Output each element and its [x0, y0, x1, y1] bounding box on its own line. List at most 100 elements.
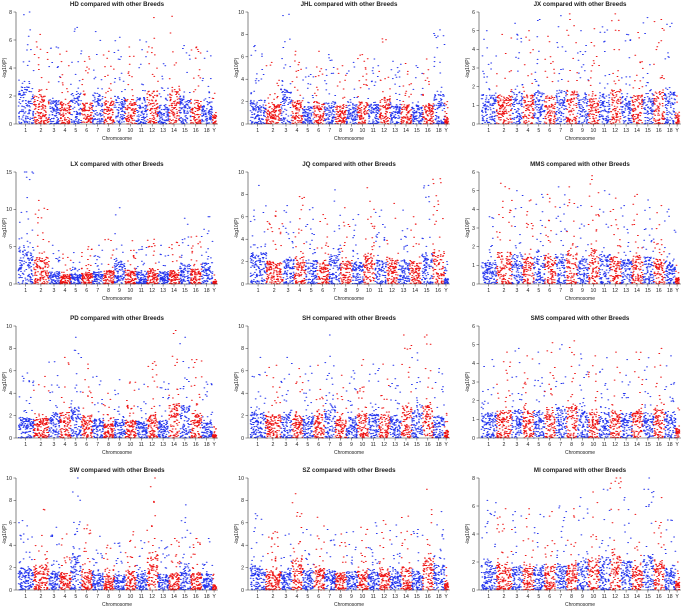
- x-tick-label: 1: [24, 442, 27, 448]
- chromosome-points: [91, 535, 105, 591]
- x-tick-label: 16: [425, 442, 431, 448]
- y-tick-label: 2: [472, 560, 475, 566]
- x-tick-label: 3: [53, 594, 56, 600]
- y-tick-label: 0: [472, 588, 475, 594]
- x-tick-label: 11: [139, 594, 144, 600]
- chromosome-points: [652, 347, 666, 439]
- y-tick-label: 0: [472, 122, 475, 128]
- chromosome-points: [91, 375, 105, 439]
- chromosome-points: [32, 33, 50, 125]
- y-tick-label: 10: [238, 324, 244, 330]
- chromosome-points: [102, 238, 116, 285]
- chromosome-points: [389, 364, 402, 439]
- x-tick-label: 15: [645, 442, 651, 448]
- y-tick-label: 4: [241, 77, 244, 83]
- x-tick-label: 7: [328, 594, 331, 600]
- chromosome-points: [674, 95, 681, 125]
- chromosome-points: [323, 529, 337, 591]
- chromosome-points: [264, 61, 282, 125]
- chart-title: SW compared with other Breeds: [69, 467, 165, 474]
- manhattan-panel: PD compared with other Breeds 1 2 3 4 5 6 7 8 9 10…: [0, 314, 222, 462]
- x-tick-label: 10: [127, 128, 133, 134]
- chromosome-points: [103, 544, 116, 591]
- chromosome-points: [328, 189, 342, 285]
- chromosome-points: [323, 54, 337, 125]
- chromosome-points: [80, 246, 94, 285]
- chromosome-points: [432, 511, 446, 591]
- chromosome-points: [59, 356, 72, 439]
- chromosome-points: [345, 61, 359, 125]
- x-tick-label: Y: [675, 442, 679, 448]
- y-tick-label: 0: [9, 588, 12, 594]
- x-axis-label: Chromosome: [565, 602, 595, 608]
- data-points: [249, 13, 450, 125]
- x-tick-label: 6: [548, 594, 551, 600]
- x-tick-label: 14: [634, 594, 640, 600]
- x-tick-label: 9: [581, 442, 584, 448]
- y-tick-label: 0: [9, 436, 12, 442]
- x-tick-label: 16: [656, 594, 662, 600]
- x-tick-label: 3: [285, 594, 288, 600]
- chromosome-points: [533, 513, 546, 591]
- x-tick-label: 6: [85, 288, 88, 294]
- chromosome-points: [291, 50, 304, 125]
- x-tick-label: 12: [149, 288, 155, 294]
- x-tick-label: 13: [392, 442, 398, 448]
- chromosome-points: [511, 347, 524, 439]
- chromosome-points: [374, 209, 388, 285]
- x-tick-label: 10: [127, 442, 133, 448]
- chromosome-points: [32, 375, 50, 439]
- chromosome-points: [102, 392, 115, 439]
- chromosome-points: [598, 357, 611, 439]
- x-tick-label: 2: [502, 128, 505, 134]
- x-tick-label: Y: [212, 288, 216, 294]
- chromosome-points: [565, 340, 579, 439]
- chromosome-points: [642, 199, 655, 285]
- chromosome-points: [511, 190, 524, 285]
- x-tick-label: 13: [160, 128, 166, 134]
- y-tick-label: 6: [9, 369, 12, 375]
- x-tick-label: 15: [645, 128, 651, 134]
- chromosome-points: [389, 524, 402, 591]
- y-axis-label: -log10(P): [465, 523, 471, 544]
- x-tick-label: 1: [24, 128, 27, 134]
- x-tick-label: 3: [287, 288, 290, 294]
- x-tick-label: 9: [350, 442, 353, 448]
- y-axis-label: -log10(P): [2, 217, 8, 238]
- chromosome-points: [544, 342, 557, 439]
- x-tick-label: Y: [444, 128, 448, 134]
- x-tick-label: 16: [656, 128, 662, 134]
- x-tick-label: 4: [526, 128, 529, 134]
- x-tick-label: 8: [344, 288, 347, 294]
- x-tick-label: 7: [96, 442, 99, 448]
- x-tick-label: 5: [74, 594, 77, 600]
- y-tick-label: 2: [9, 565, 12, 571]
- x-tick-label: Y: [675, 288, 679, 294]
- chromosome-points: [411, 352, 424, 439]
- x-tick-label: 11: [602, 442, 607, 448]
- chromosome-points: [249, 45, 267, 125]
- chromosome-points: [609, 13, 622, 125]
- chart-title: MI compared with other Breeds: [534, 467, 627, 474]
- x-tick-label: 10: [359, 128, 365, 134]
- x-tick-label: 7: [559, 594, 562, 600]
- chromosome-points: [587, 28, 600, 125]
- y-tick-label: 0: [472, 282, 475, 288]
- chromosome-points: [432, 29, 446, 125]
- chromosome-points: [565, 508, 579, 591]
- x-tick-label: 14: [171, 442, 177, 448]
- chart-title: PD compared with other Breeds: [70, 315, 164, 322]
- x-tick-label: 2: [502, 288, 505, 294]
- x-tick-label: 18: [204, 442, 210, 448]
- x-tick-label: 10: [359, 442, 365, 448]
- x-tick-label: 7: [328, 442, 331, 448]
- x-tick-label: 11: [139, 128, 144, 134]
- chromosome-points: [189, 359, 203, 439]
- chromosome-points: [313, 364, 326, 439]
- chromosome-points: [124, 531, 137, 591]
- x-tick-label: 5: [537, 288, 540, 294]
- chromosome-points: [598, 488, 611, 591]
